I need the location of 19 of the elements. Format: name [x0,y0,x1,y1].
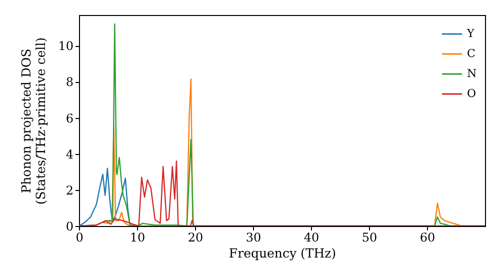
y-tick-label: 2 [66,183,74,198]
legend-label: N [467,67,477,80]
y-tick-label: 6 [66,111,74,126]
x-tick-label: 30 [246,230,262,244]
legend-label: O [467,87,476,100]
legend-label: Y [466,27,475,40]
y-tick-label: 4 [66,147,74,162]
x-tick-label: 50 [362,230,378,244]
y-axis-title: Phonon projected DOS (States/THz·primitive cell) [18,37,48,205]
y-tick-label: 0 [66,220,74,234]
legend-label: C [467,47,476,60]
x-tick-label: 40 [304,230,320,244]
x-axis-title: Frequency (THz) [228,246,336,260]
x-tick-label: 60 [420,230,436,244]
x-tick-label: 20 [188,230,204,244]
y-tick-label: 8 [66,75,74,90]
y-tick-label: 10 [58,39,74,54]
x-tick-label: 0 [76,230,84,244]
x-tick-label: 10 [130,230,146,244]
